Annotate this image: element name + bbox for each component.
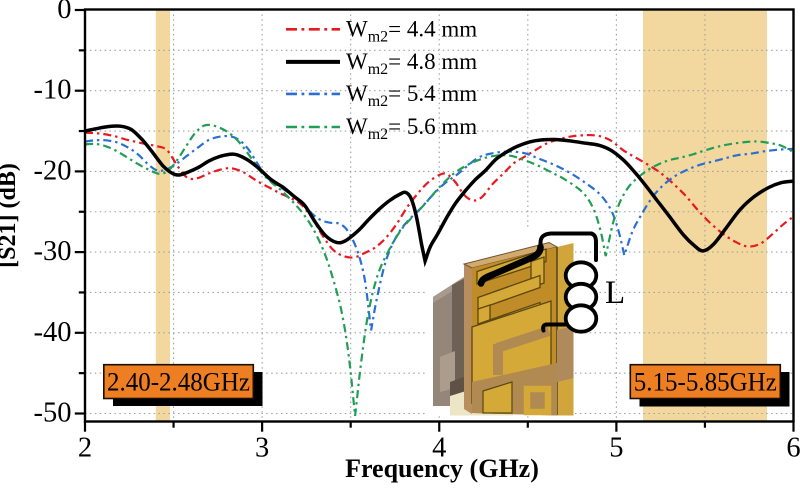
svg-text:3: 3 <box>255 433 269 464</box>
svg-text:Wm2= 4.4 mm: Wm2= 4.4 mm <box>346 17 477 46</box>
svg-text:6: 6 <box>786 433 800 464</box>
svg-text:0: 0 <box>57 0 71 25</box>
svg-text:4: 4 <box>432 433 446 464</box>
svg-text:-20: -20 <box>34 155 72 186</box>
svg-text:-50: -50 <box>34 398 72 429</box>
svg-text:-30: -30 <box>34 236 72 267</box>
svg-text:Frequency (GHz): Frequency (GHz) <box>345 454 539 483</box>
svg-text:-40: -40 <box>34 317 72 348</box>
svg-text:5: 5 <box>609 433 623 464</box>
svg-text:Wm2= 5.6 mm: Wm2= 5.6 mm <box>346 114 477 143</box>
svg-text:2.40-2.48GHz: 2.40-2.48GHz <box>107 368 250 397</box>
svg-text:Wm2= 5.4 mm: Wm2= 5.4 mm <box>346 81 477 110</box>
svg-text:2: 2 <box>78 433 92 464</box>
svg-text:-10: -10 <box>34 75 72 106</box>
svg-text:Wm2= 4.8 mm: Wm2= 4.8 mm <box>346 49 477 78</box>
svg-text:L: L <box>605 275 625 311</box>
svg-text:[S21] (dB): [S21] (dB) <box>0 163 21 268</box>
svg-text:5.15-5.85GHz: 5.15-5.85GHz <box>634 368 777 397</box>
